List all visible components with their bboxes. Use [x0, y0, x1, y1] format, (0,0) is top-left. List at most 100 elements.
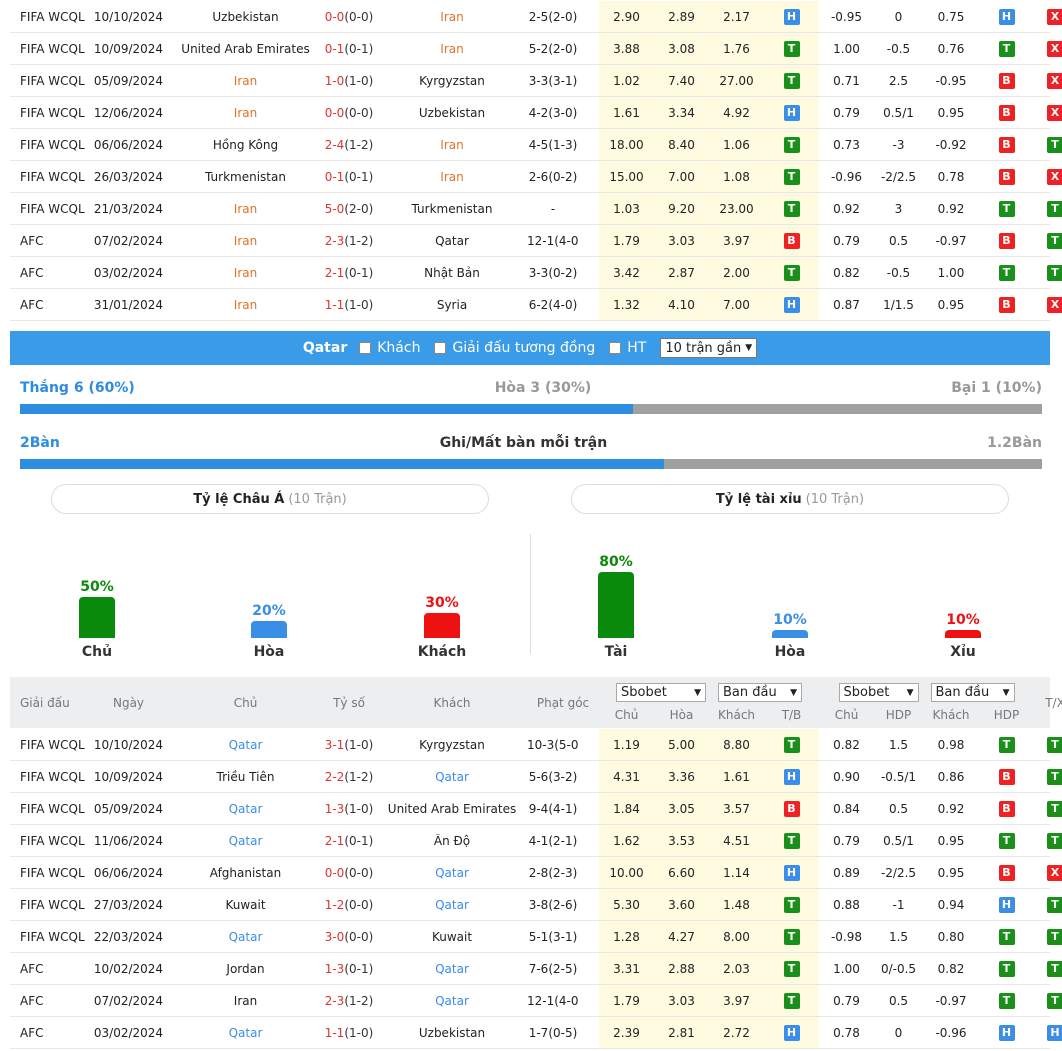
home-team-link[interactable]: Triều Tiên — [216, 769, 275, 784]
table-row[interactable]: FIFA WCQL 10/09/2024 Triều Tiên 2-2(1-2) Qat… — [10, 761, 1062, 793]
home-team-link[interactable]: Iran — [233, 297, 258, 312]
half-time-score: (1-0) — [344, 737, 374, 752]
table-row[interactable]: FIFA WCQL 11/06/2024 Qatar 2-1(0-1) Ấn Độ 4-1… — [10, 825, 1062, 857]
half-time-score: (0-0) — [344, 105, 374, 120]
home-team-link[interactable]: Iran — [233, 265, 258, 280]
away-team-link[interactable]: Iran — [440, 41, 464, 56]
handicap-bookmaker-select[interactable]: Sbobet ▼ — [838, 683, 919, 702]
table-row[interactable]: FIFA WCQL 10/10/2024 Qatar 3-1(1-0) Kyrgyzst… — [10, 729, 1062, 761]
home-team-link[interactable]: Qatar — [228, 737, 263, 752]
odds-away-cell: 8.80 — [709, 729, 764, 760]
home-team-link[interactable]: Kuwait — [225, 897, 266, 912]
odds-result-badge: T — [783, 736, 800, 753]
handicap-line-cell: 1.5 — [888, 737, 909, 752]
handicap-result-cell: T — [979, 40, 1034, 57]
home-team-link[interactable]: Qatar — [228, 929, 263, 944]
handicap-away-cell: 0.75 — [937, 9, 965, 24]
half-time-score: (1-2) — [344, 769, 374, 784]
away-team-link[interactable]: Syria — [436, 297, 468, 312]
table-row[interactable]: FIFA WCQL 05/09/2024 Iran 1-0(1-0) Kyrgyzsta… — [10, 65, 1062, 97]
table-row[interactable]: AFC 07/02/2024 Iran 2-3(1-2) Qatar 12-1(4-0) 1… — [10, 985, 1062, 1017]
home-team-link[interactable]: Jordan — [226, 961, 265, 976]
table-row[interactable]: FIFA WCQL 26/03/2024 Turkmenistan 0-1(0-1) I… — [10, 161, 1062, 193]
away-team-link[interactable]: Qatar — [435, 993, 469, 1008]
away-team-link[interactable]: Uzbekistan — [418, 1025, 486, 1040]
away-team-link[interactable]: Iran — [440, 9, 464, 24]
home-team-link[interactable]: Iran — [233, 201, 258, 216]
away-team-link[interactable]: Iran — [440, 137, 464, 152]
away-team-link[interactable]: Kyrgyzstan — [419, 737, 485, 752]
odds-type-select[interactable]: Ban đầu ▼ — [718, 683, 802, 702]
away-team-link[interactable]: Nhật Bản — [424, 265, 480, 280]
table-row[interactable]: AFC 31/01/2024 Iran 1-1(1-0) Syria 6-2(4-0) 1.… — [10, 289, 1062, 321]
handicap-line-cell: 0/-0.5 — [880, 961, 917, 976]
filter-away[interactable]: Khách — [359, 340, 420, 356]
odds-result-cell: T — [764, 65, 819, 96]
home-team-link[interactable]: Iran — [233, 233, 258, 248]
table-row[interactable]: FIFA WCQL 12/06/2024 Iran 0-0(0-0) Uzbekista… — [10, 97, 1062, 129]
away-team-link[interactable]: Qatar — [435, 897, 469, 912]
league-cell: FIFA WCQL — [20, 801, 85, 816]
handicap-result-badge: T — [998, 736, 1015, 753]
score-cell: 1-2(0-0) — [321, 898, 377, 912]
odds-away-label: Khách — [717, 708, 756, 722]
handicap-away-cell: -0.97 — [935, 993, 967, 1008]
home-team-link[interactable]: Qatar — [228, 1025, 263, 1040]
full-time-score: 0-0 — [324, 105, 345, 120]
table-row[interactable]: AFC 03/02/2024 Qatar 1-1(1-0) Uzbekistan 1-7(… — [10, 1017, 1062, 1049]
table-row[interactable]: FIFA WCQL 27/03/2024 Kuwait 1-2(0-0) Qatar 3-… — [10, 889, 1062, 921]
away-team-link[interactable]: Ấn Độ — [433, 833, 471, 848]
away-team-link[interactable]: Uzbekistan — [418, 105, 486, 120]
home-team-link[interactable]: Qatar — [228, 801, 263, 816]
odds-home-cell: 2.90 — [599, 1, 654, 32]
handicap-result-cell: T — [979, 992, 1034, 1009]
table-row[interactable]: AFC 07/02/2024 Iran 2-3(1-2) Qatar 12-1(4-0) 1… — [10, 225, 1062, 257]
away-team-link[interactable]: Qatar — [435, 233, 469, 248]
header-date: Ngày — [112, 695, 145, 710]
over-under-pill: Tỷ lệ tài xỉu (10 Trận) — [571, 484, 1009, 514]
record-bar — [20, 404, 1042, 414]
ht-checkbox[interactable] — [609, 342, 622, 354]
table-row[interactable]: AFC 10/02/2024 Jordan 1-3(0-1) Qatar 7-6(2-5)… — [10, 953, 1062, 985]
table-row[interactable]: AFC 03/02/2024 Iran 2-1(0-1) Nhật Bản 3-3(0-2… — [10, 257, 1062, 289]
away-team-link[interactable]: Qatar — [435, 961, 469, 976]
table-row[interactable]: FIFA WCQL 06/06/2024 Hồng Kông 2-4(1-2) Iran… — [10, 129, 1062, 161]
home-team-link[interactable]: Qatar — [228, 833, 263, 848]
home-team-link[interactable]: Afghanistan — [209, 865, 282, 880]
recent-matches-select[interactable]: 10 trận gần ▼ — [660, 338, 758, 358]
odds-result-badge: T — [783, 200, 800, 217]
home-team-link[interactable]: Iran — [233, 105, 258, 120]
away-team-link[interactable]: Iran — [440, 169, 464, 184]
odds-bookmaker-select[interactable]: Sbobet ▼ — [616, 683, 706, 702]
table-row[interactable]: FIFA WCQL 22/03/2024 Qatar 3-0(0-0) Kuwait 5-… — [10, 921, 1062, 953]
filter-ht[interactable]: HT — [609, 340, 646, 356]
table-row[interactable]: FIFA WCQL 05/09/2024 Qatar 1-3(1-0) United A… — [10, 793, 1062, 825]
half-time-score: (0-1) — [344, 265, 374, 280]
away-team-link[interactable]: United Arab Emirates — [387, 801, 517, 816]
away-team-link[interactable]: Qatar — [435, 769, 469, 784]
home-team-link[interactable]: Uzbekistan — [212, 9, 279, 24]
home-team-link[interactable]: Iran — [233, 993, 258, 1008]
handicap-home-cell: 0.90 — [833, 769, 860, 784]
table-row[interactable]: FIFA WCQL 21/03/2024 Iran 5-0(2-0) Turkmenis… — [10, 193, 1062, 225]
similar-league-checkbox[interactable] — [434, 342, 447, 354]
half-time-score: (2-0) — [344, 201, 374, 216]
handicap-type-select[interactable]: Ban đầu ▼ — [930, 683, 1015, 702]
handicap-away-cell: 0.82 — [937, 961, 965, 976]
away-team-link[interactable]: Qatar — [435, 865, 469, 880]
over-under-badge: H — [1047, 1024, 1062, 1041]
asian-handicap-pill: Tỷ lệ Châu Á (10 Trận) — [51, 484, 489, 514]
over-under-cell: X — [1034, 72, 1062, 89]
away-team-link[interactable]: Turkmenistan — [411, 201, 493, 216]
table-row[interactable]: FIFA WCQL 10/09/2024 United Arab Emirates 0… — [10, 33, 1062, 65]
away-checkbox[interactable] — [359, 342, 372, 354]
home-team-link[interactable]: Turkmenistan — [205, 169, 286, 184]
away-team-link[interactable]: Kyrgyzstan — [419, 73, 485, 88]
filter-similar-league[interactable]: Giải đấu tương đồng — [434, 340, 595, 356]
home-team-link[interactable]: Iran — [233, 73, 258, 88]
table-row[interactable]: FIFA WCQL 10/10/2024 Uzbekistan 0-0(0-0) Ira… — [10, 1, 1062, 33]
home-team-link[interactable]: United Arab Emirates — [181, 41, 310, 56]
away-team-link[interactable]: Kuwait — [431, 929, 473, 944]
table-row[interactable]: FIFA WCQL 06/06/2024 Afghanistan 0-0(0-0) Qa… — [10, 857, 1062, 889]
home-team-link[interactable]: Hồng Kông — [212, 137, 279, 152]
